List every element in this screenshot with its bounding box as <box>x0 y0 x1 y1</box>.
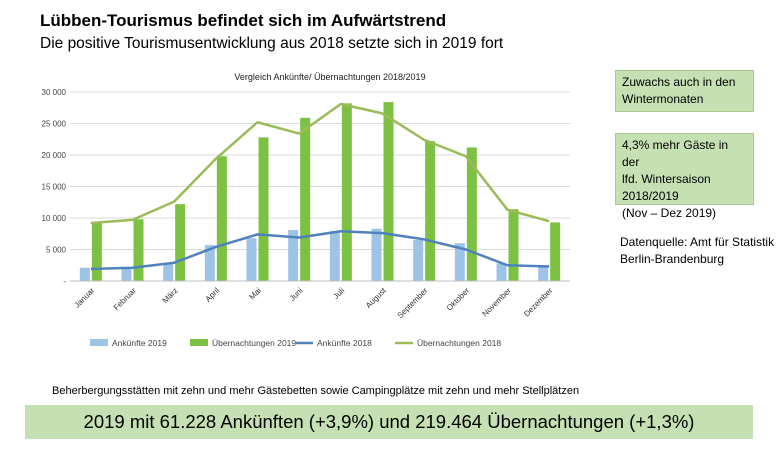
bar-ankuenfte-2019 <box>496 263 507 281</box>
bar-uebernachtungen-2019 <box>466 147 477 281</box>
bar-uebernachtungen-2019 <box>91 222 102 281</box>
bar-ankuenfte-2019 <box>121 268 132 281</box>
legend-swatch <box>90 339 108 346</box>
note-winter-season-line-4: (Nov – Dez 2019) <box>622 206 717 220</box>
y-tick-label: - <box>63 277 66 286</box>
note-winter-season-line-2: lfd. Wintersaison <box>622 172 711 186</box>
x-tick-label: März <box>161 286 180 305</box>
legend-label: Übernachtungen 2019 <box>212 338 296 348</box>
legend-swatch <box>190 339 208 346</box>
legend-label: Ankünfte 2018 <box>317 338 372 348</box>
y-tick-label: 20 000 <box>42 151 67 160</box>
bar-ankuenfte-2019 <box>454 243 465 281</box>
bar-ankuenfte-2019 <box>163 263 174 281</box>
bar-ankuenfte-2019 <box>329 231 340 281</box>
bar-uebernachtungen-2019 <box>133 219 144 281</box>
note-winter-growth: Zuwachs auch in den Wintermonaten <box>615 70 754 112</box>
bar-uebernachtungen-2019 <box>341 103 352 281</box>
y-tick-label: 15 000 <box>42 183 67 192</box>
line-ankuenfte-2018 <box>90 229 550 271</box>
y-tick-label: 30 000 <box>42 88 67 97</box>
bar-uebernachtungen-2019 <box>508 209 519 281</box>
bar-ankuenfte-2019 <box>204 245 215 281</box>
chart-title: Vergleich Ankünfte/ Übernachtungen 2018/… <box>234 72 425 82</box>
bar-uebernachtungen-2019 <box>300 117 311 281</box>
x-tick-label: August <box>364 286 389 311</box>
legend-label: Ankünfte 2019 <box>112 338 167 348</box>
footnote: Beherbergungsstätten mit zehn und mehr G… <box>52 385 580 397</box>
bar-uebernachtungen-2019 <box>425 141 436 281</box>
bar-uebernachtungen-2019 <box>550 222 561 281</box>
y-tick-label: 10 000 <box>42 214 67 223</box>
data-source: Datenquelle: Amt für Statistik Berlin-Br… <box>620 235 775 266</box>
bar-uebernachtungen-2019 <box>258 137 269 281</box>
bar-ankuenfte-2019 <box>538 266 549 281</box>
x-tick-label: Juli <box>331 286 346 301</box>
note-winter-season-line-1: 4,3% mehr Gäste in der <box>622 138 729 169</box>
x-tick-label: Juni <box>288 286 305 303</box>
bar-ankuenfte-2019 <box>371 228 382 281</box>
note-winter-season-line-3: 2018/2019 <box>622 189 679 203</box>
x-tick-label: April <box>204 286 222 304</box>
note-winter-season: 4,3% mehr Gäste in der lfd. Wintersaison… <box>615 133 754 220</box>
x-tick-label: Oktober <box>445 286 472 313</box>
x-tick-label: Februar <box>112 286 138 312</box>
bar-uebernachtungen-2019 <box>175 204 186 281</box>
page-title: Lübben-Tourismus befindet sich im Aufwär… <box>40 11 447 30</box>
x-tick-label: November <box>480 286 513 319</box>
y-tick-label: 5 000 <box>46 246 67 255</box>
legend-label: Übernachtungen 2018 <box>417 338 501 348</box>
bar-ankuenfte-2019 <box>79 267 90 281</box>
bar-uebernachtungen-2019 <box>216 156 227 281</box>
line-uebernachtungen-2018 <box>90 102 550 225</box>
bar-ankuenfte-2019 <box>288 229 299 281</box>
bar-ankuenfte-2019 <box>246 238 257 281</box>
x-tick-label: Dezember <box>522 286 555 319</box>
x-tick-label: Mai <box>247 286 263 302</box>
page-subtitle: Die positive Tourismusentwicklung aus 20… <box>40 35 504 52</box>
bar-uebernachtungen-2019 <box>383 102 394 281</box>
y-tick-label: 25 000 <box>42 120 67 129</box>
summary-banner: 2019 mit 61.228 Ankünften (+3,9%) und 21… <box>25 405 753 439</box>
x-tick-label: Januar <box>73 286 97 310</box>
x-tick-label: September <box>396 286 430 320</box>
bar-ankuenfte-2019 <box>413 240 424 281</box>
